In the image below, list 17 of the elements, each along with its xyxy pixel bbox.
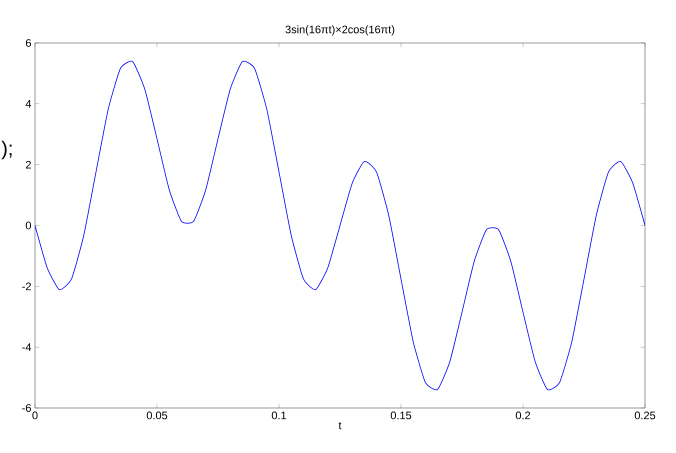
y-tick-label: -4 [22, 343, 32, 351]
text: ); [1, 140, 12, 160]
x-tick-label: 0.25 [634, 412, 656, 420]
line-series [35, 61, 646, 390]
x-axis-title: t [338, 422, 342, 430]
y-tick-label: 6 [26, 39, 31, 47]
y-tick-label: 4 [26, 100, 32, 108]
y-tick-label: -2 [22, 282, 31, 290]
y-tick-label: 0 [26, 222, 32, 230]
y-tick-label: -6 [22, 404, 31, 412]
x-tick-label: 0.2 [516, 412, 530, 420]
y-tick-label: 2 [26, 160, 31, 168]
chart-title: 3sin(16πt)×2cos(16πt) [286, 25, 394, 36]
x-tick-label: 0.15 [390, 412, 412, 420]
x-tick-label: 0.05 [146, 412, 168, 420]
x-tick-label: 0.1 [272, 412, 286, 420]
x-tick-label: 0 [32, 412, 38, 420]
